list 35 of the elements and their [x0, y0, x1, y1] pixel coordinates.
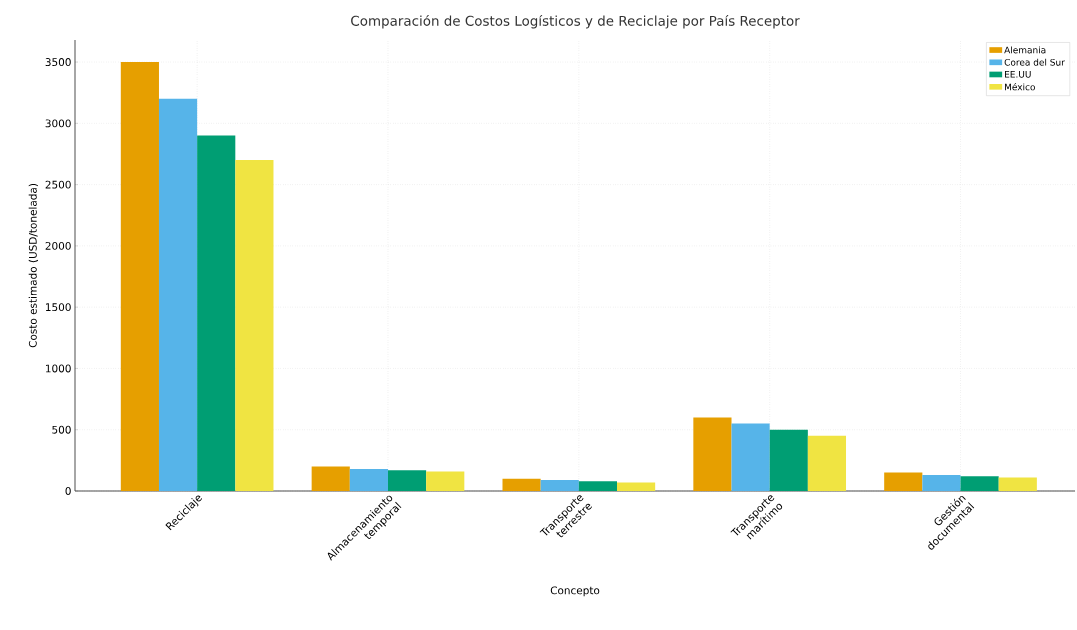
y-tick-label: 1500 [46, 303, 71, 312]
bar [731, 423, 770, 491]
bar [120, 62, 159, 491]
legend-label: Corea del Sur [1004, 58, 1065, 66]
y-tick-label: 0 [65, 487, 71, 495]
bar [960, 476, 999, 491]
x-axis-title: Concepto [550, 586, 600, 597]
bar [235, 160, 274, 491]
bar [617, 482, 656, 491]
bar [540, 479, 579, 491]
legend-label: México [1005, 83, 1035, 91]
bar [922, 475, 961, 491]
y-tick-label: 2500 [45, 180, 71, 189]
bar [502, 478, 541, 491]
chart-title: Comparación de Costos Logísticos y de Reciclaje por País Receptor [351, 14, 800, 29]
bar [998, 477, 1037, 491]
bar [197, 135, 236, 491]
bar [807, 435, 847, 491]
y-tick-label: 2000 [45, 241, 71, 250]
y-tick-label: 500 [52, 425, 71, 434]
bar [158, 98, 198, 491]
y-tick-label: 1000 [46, 364, 71, 373]
bar [426, 471, 465, 491]
bar [884, 472, 923, 491]
bar [349, 468, 388, 491]
bar [311, 466, 350, 491]
y-tick-label: 3500 [45, 58, 71, 67]
legend-label: EE.UU [1005, 71, 1031, 78]
y-axis-title: Costo estimado (USD/tonelada) [28, 183, 39, 348]
y-tick-label: 3000 [45, 119, 71, 128]
bar [578, 481, 617, 491]
legend-label: Alemania [1004, 46, 1046, 54]
bar [769, 429, 808, 491]
bar [387, 470, 427, 491]
bar [693, 417, 732, 491]
